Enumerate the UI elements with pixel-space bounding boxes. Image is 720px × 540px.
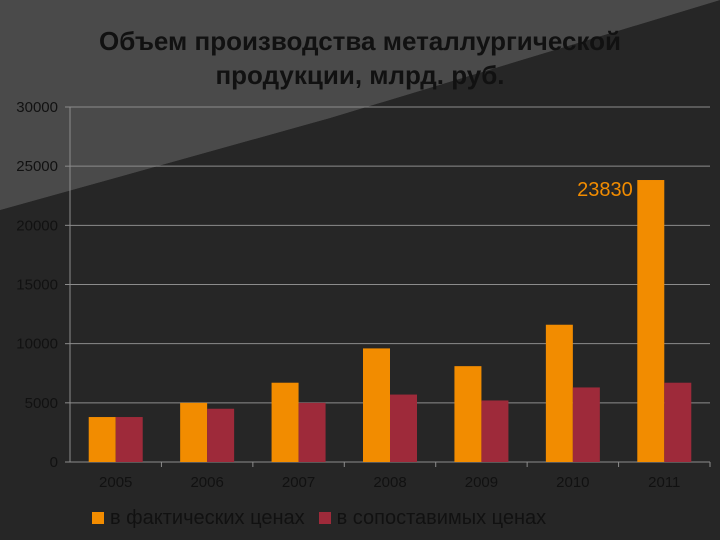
legend: в фактических ценах в сопоставимых ценах (92, 506, 560, 530)
data-label-2011-actual: 23830 (577, 179, 633, 201)
chart-title-line-1: Объем производства металлургической (99, 26, 621, 56)
x-tick-label-2008: 2008 (373, 474, 406, 491)
bar-actual-2010 (545, 324, 573, 462)
legend-swatch-actual (92, 512, 104, 524)
bar-comparable-2006 (207, 408, 235, 462)
y-tick-label-0: 0 (50, 454, 58, 471)
y-tick-label-5000: 5000 (25, 395, 58, 412)
y-tick-label-25000: 25000 (16, 158, 58, 175)
y-tick-label-20000: 20000 (16, 217, 58, 234)
legend-swatch-comparable (318, 512, 331, 524)
bar-comparable-2011 (664, 382, 692, 462)
chart-title-line-2: продукции, млрд. руб. (215, 60, 505, 90)
bar-comparable-2005 (115, 417, 143, 462)
bars (88, 180, 692, 463)
x-tick-label-2007: 2007 (282, 474, 315, 491)
annotations: 23830 (577, 179, 633, 201)
bar-actual-2006 (180, 402, 208, 462)
y-axis: 0 5000 10000 15000 20000 25000 30000 (16, 99, 71, 471)
bar-comparable-2009 (481, 400, 509, 462)
bar-actual-2009 (454, 366, 482, 462)
legend-label-comparable: в сопоставимых ценах (336, 506, 547, 529)
bar-comparable-2010 (572, 387, 600, 462)
x-tick-label-2006: 2006 (190, 474, 223, 491)
y-tick-label-30000: 30000 (16, 99, 58, 116)
bar-actual-2007 (271, 382, 299, 462)
y-tick-label-15000: 15000 (16, 277, 58, 294)
x-tick-label-2009: 2009 (465, 474, 498, 491)
chart-title: Объем производства металлургической прод… (40, 24, 680, 92)
legend-item-comparable: в сопоставимых ценах (318, 506, 547, 530)
gridlines (70, 106, 710, 404)
bar-comparable-2007 (298, 402, 326, 462)
x-tick-label-2005: 2005 (99, 474, 132, 491)
x-tick-label-2010: 2010 (556, 474, 589, 491)
bar-actual-2005 (88, 417, 116, 462)
legend-item-actual: в фактических ценах (92, 507, 305, 530)
bar-comparable-2008 (390, 394, 417, 462)
x-tick-label-2011: 2011 (648, 474, 680, 491)
legend-label-actual: в фактических ценах (110, 506, 305, 529)
y-tick-label-10000: 10000 (16, 336, 58, 353)
x-axis: 2005 2006 2007 2008 2009 2010 2011 (70, 461, 711, 491)
bar-actual-2011 (637, 180, 665, 463)
bar-actual-2008 (363, 348, 390, 462)
